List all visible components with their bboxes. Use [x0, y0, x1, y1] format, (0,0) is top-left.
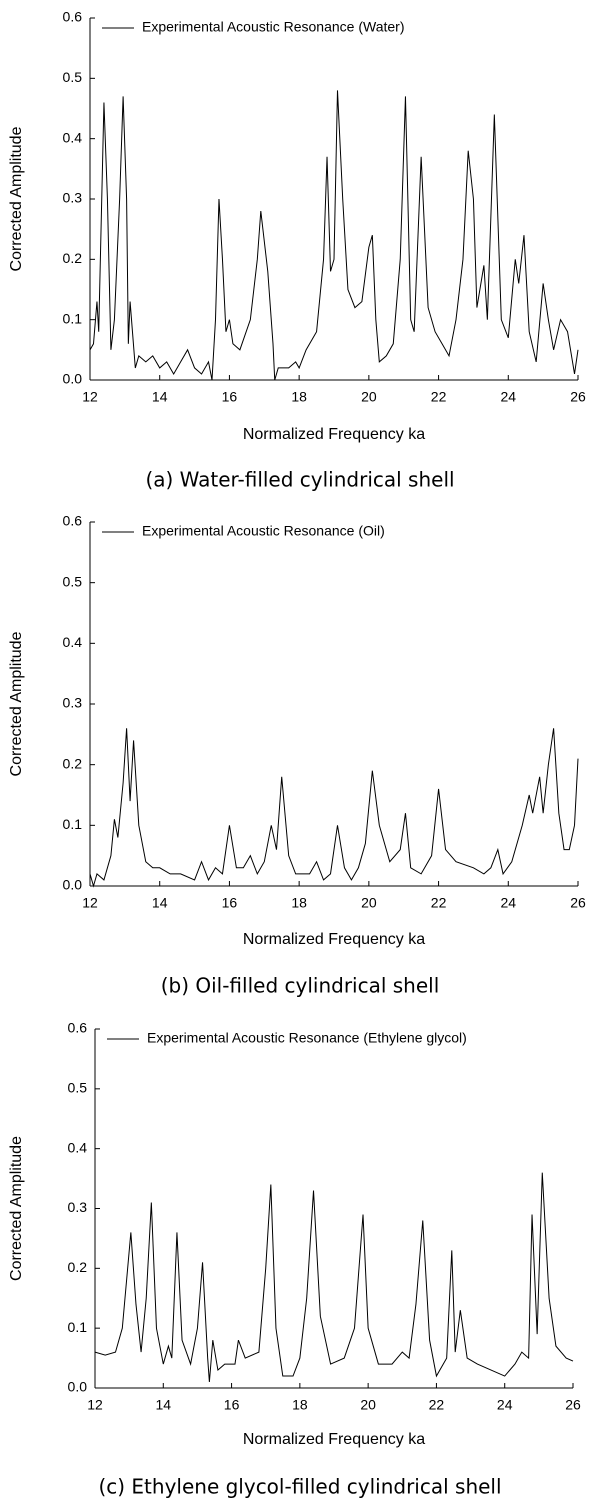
- y-tick-label: 0.6: [63, 9, 83, 25]
- x-tick-label: 20: [361, 389, 377, 405]
- x-axis-label: Normalized Frequency ka: [243, 426, 425, 443]
- caption: (c) Ethylene glycol-filled cylindrical s…: [98, 1475, 501, 1499]
- x-tick-label: 22: [429, 1397, 445, 1413]
- y-tick-label: 0.1: [63, 310, 83, 326]
- x-tick-label: 24: [500, 389, 516, 405]
- y-tick-label: 0.4: [68, 1139, 88, 1155]
- x-tick-label: 14: [152, 389, 168, 405]
- x-tick-label: 26: [570, 389, 586, 405]
- y-tick-label: 0.0: [68, 1379, 88, 1395]
- y-tick-label: 0.4: [63, 634, 83, 650]
- x-tick-label: 14: [155, 1397, 171, 1413]
- y-tick-label: 0.6: [68, 1020, 88, 1036]
- x-tick-label: 22: [431, 895, 447, 911]
- y-tick-label: 0.3: [63, 695, 83, 711]
- data-line: [94, 1172, 574, 1383]
- y-tick-label: 0.5: [63, 573, 83, 589]
- x-tick-label: 24: [500, 895, 516, 911]
- legend-label: Experimental Acoustic Resonance (Water): [142, 19, 404, 35]
- y-tick-label: 0.0: [63, 371, 83, 387]
- x-tick-label: 12: [82, 895, 98, 911]
- y-tick-label: 0.2: [68, 1259, 88, 1275]
- y-tick-label: 0.4: [63, 129, 83, 145]
- y-tick-label: 0.3: [68, 1199, 88, 1215]
- data-line: [89, 90, 579, 381]
- x-tick-label: 24: [497, 1397, 513, 1413]
- x-axis-label: Normalized Frequency ka: [243, 931, 425, 948]
- chart: 0.0 0.1 0.2 0.3 0.4 0.5 0.6 12 14 16 18 20 22 24 26 Cor…: [8, 1020, 581, 1499]
- x-tick-label: 26: [565, 1397, 581, 1413]
- y-tick-label: 0.0: [63, 877, 83, 893]
- legend-label: Experimental Acoustic Resonance (Oil): [142, 523, 385, 539]
- x-axis-label: Normalized Frequency ka: [243, 1431, 425, 1448]
- x-tick-label: 12: [82, 389, 98, 405]
- y-tick-label: 0.1: [68, 1319, 88, 1335]
- x-tick-label: 26: [570, 895, 586, 911]
- chart: 0.0 0.1 0.2 0.3 0.4 0.5 0.6 12 14 16 18 20 22 24 26 Cor…: [8, 513, 586, 998]
- y-tick-label: 0.3: [63, 190, 83, 206]
- y-tick-label: 0.5: [63, 69, 83, 85]
- x-tick-label: 20: [361, 895, 377, 911]
- caption: (b) Oil-filled cylindrical shell: [161, 974, 440, 998]
- x-tick-label: 16: [224, 1397, 240, 1413]
- y-axis-label: Corrected Amplitude: [8, 126, 25, 271]
- data-line: [89, 728, 579, 888]
- x-tick-label: 16: [222, 895, 238, 911]
- x-tick-label: 22: [431, 389, 447, 405]
- y-tick-label: 0.6: [63, 513, 83, 529]
- x-tick-label: 18: [291, 389, 307, 405]
- y-tick-label: 0.2: [63, 755, 83, 771]
- y-axis-label: Corrected Amplitude: [8, 1136, 25, 1281]
- x-tick-label: 14: [152, 895, 168, 911]
- y-axis-label: Corrected Amplitude: [8, 631, 25, 776]
- y-tick-label: 0.1: [63, 816, 83, 832]
- legend-label: Experimental Acoustic Resonance (Ethylen…: [147, 1030, 467, 1046]
- x-tick-label: 16: [222, 389, 238, 405]
- y-tick-label: 0.2: [63, 250, 83, 266]
- chart: 0.0 0.1 0.2 0.3 0.4 0.5 0.6 12 14 16 18 20 22 24 26 Cor…: [8, 9, 586, 492]
- x-tick-label: 20: [360, 1397, 376, 1413]
- caption: (a) Water-filled cylindrical shell: [145, 468, 454, 492]
- x-tick-label: 18: [292, 1397, 308, 1413]
- x-tick-label: 12: [87, 1397, 103, 1413]
- y-tick-label: 0.5: [68, 1080, 88, 1096]
- x-tick-label: 18: [291, 895, 307, 911]
